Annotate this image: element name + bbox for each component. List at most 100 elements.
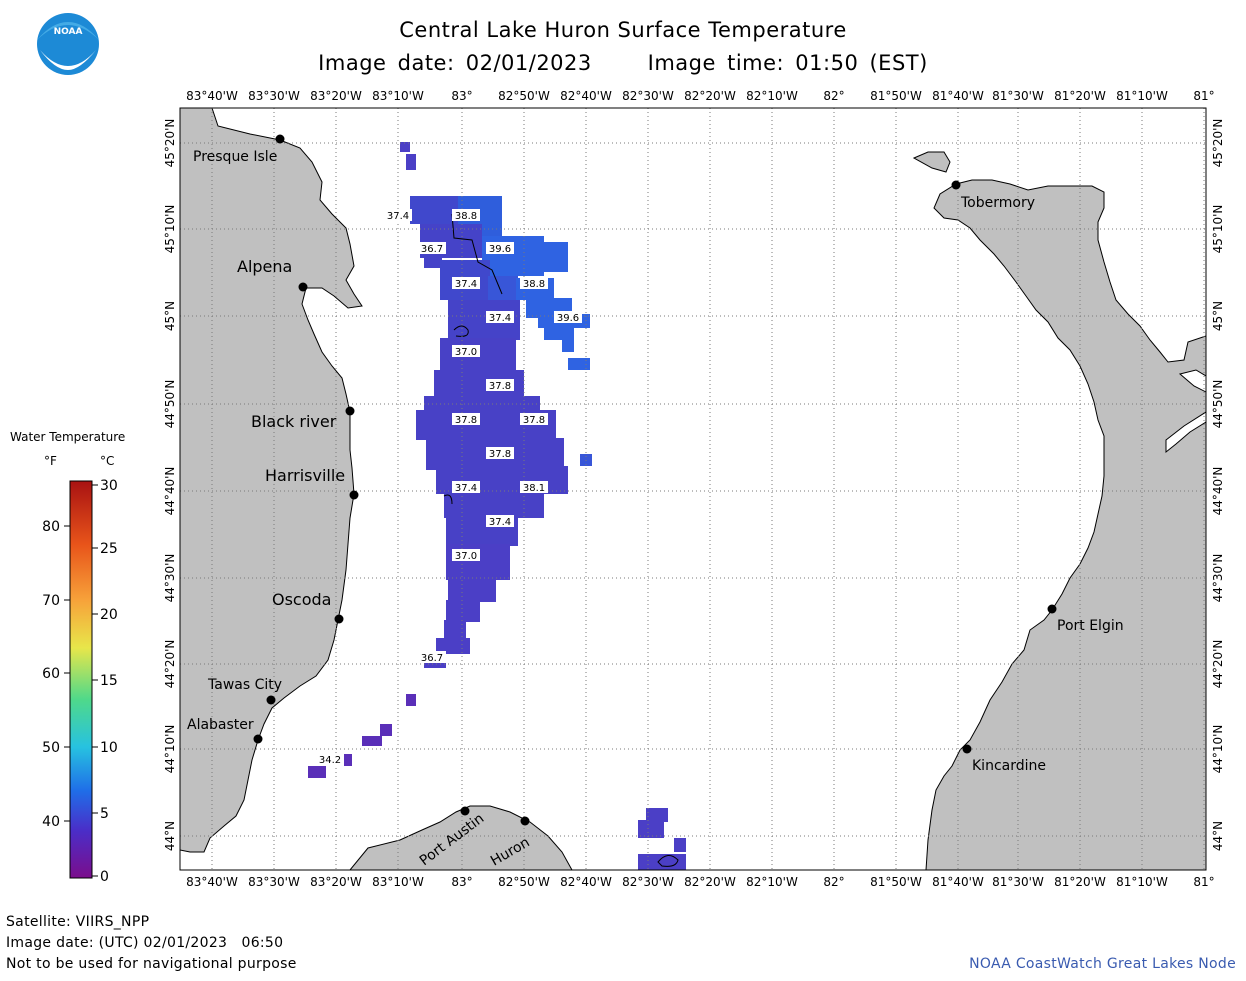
temp-label-7: 39.6 [557, 313, 579, 324]
bottom-lon-tick-1: 83°30'W [248, 875, 300, 889]
bottom-lon-tick-0: 83°40'W [186, 875, 238, 889]
label-tawas-city: Tawas City [207, 677, 282, 693]
legend-c-tick-5: 5 [100, 806, 109, 822]
city-dot-black-river [345, 406, 355, 416]
top-lon-tick-13: 81°30'W [992, 89, 1044, 103]
right-lat-tick-5: 44°30'N [1211, 554, 1225, 603]
footer-disclaimer: Not to be used for navigational purpose [6, 956, 297, 972]
right-lat-tick-8: 44°N [1211, 821, 1225, 851]
bottom-lon-tick-7: 82°30'W [622, 875, 674, 889]
legend-f-tick-4: 40 [42, 814, 60, 830]
footer-satellite: Satellite: VIIRS_NPP [6, 914, 150, 930]
top-lon-tick-16: 81° [1193, 89, 1214, 103]
top-lon-tick-1: 83°30'W [248, 89, 300, 103]
top-lon-tick-5: 82°50'W [498, 89, 550, 103]
temp-label-18: 34.2 [319, 755, 341, 766]
bottom-lon-tick-6: 82°40'W [560, 875, 612, 889]
temp-label-16: 37.0 [455, 551, 477, 562]
temp-label-17: 36.7 [421, 653, 443, 664]
temp-label-bg-7 [554, 311, 582, 323]
contour-loop-3 [657, 855, 679, 867]
top-lon-tick-15: 81°10'W [1116, 89, 1168, 103]
temp-label-bg-12 [486, 447, 514, 459]
label-tobermory: Tobermory [960, 195, 1035, 211]
right-lat-tick-4: 44°40'N [1211, 467, 1225, 516]
temp-label-bg-14 [520, 481, 548, 493]
bottom-lon-tick-3: 83°10'W [372, 875, 424, 889]
contour-loop [453, 325, 469, 337]
left-lat-tick-1: 45°10'N [163, 205, 177, 254]
temp-label-bg-5 [520, 277, 548, 289]
top-lon-tick-8: 82°20'W [684, 89, 736, 103]
temp-label-bg-10 [452, 413, 480, 425]
temp-label-bg-11 [520, 413, 548, 425]
legend-c-tick-2: 20 [100, 607, 118, 623]
temp-label-bg-2 [418, 242, 446, 254]
temp-label-3: 39.6 [489, 244, 511, 255]
temp-label-bg-8 [452, 345, 480, 357]
temp-label-15: 37.4 [489, 517, 511, 528]
city-dot-huron [520, 816, 530, 826]
legend-f-tick-3: 50 [42, 740, 60, 756]
temp-label-12: 37.8 [489, 449, 511, 460]
legend-c-tick-1: 25 [100, 541, 118, 557]
top-lon-tick-9: 82°10'W [746, 89, 798, 103]
legend-c-tick-6: 0 [100, 869, 109, 885]
left-lat-tick-2: 45°N [163, 301, 177, 331]
legend: Water Temperature °F °C 8070605040302520… [10, 430, 125, 885]
map-title: Central Lake Huron Surface Temperature [399, 18, 847, 42]
footer-utc-date: Image date: (UTC) 02/01/2023 06:50 [6, 935, 284, 951]
image-date-time: Image date: 02/01/2023 Image time: 01:50… [0, 51, 1246, 75]
city-dot-oscoda [334, 614, 344, 624]
bottom-lon-tick-9: 82°10'W [746, 875, 798, 889]
land-island [912, 151, 951, 173]
right-lat-tick-6: 44°20'N [1211, 640, 1225, 689]
city-dot-alpena [298, 282, 308, 292]
city-dot-harrisville [349, 490, 359, 500]
image-time-label: Image time: 01:50 (EST) [647, 51, 928, 75]
temp-label-2: 36.7 [421, 244, 443, 255]
bottom-lon-tick-13: 81°30'W [992, 875, 1044, 889]
temp-label-5: 38.8 [523, 279, 545, 290]
right-lat-tick-3: 44°50'N [1211, 380, 1225, 429]
axis-ticks: 83°40'W 83°40'W 83°30'W 83°30'W 83°20'W 83°20… [163, 89, 1225, 889]
temp-label-bg-9 [486, 379, 514, 391]
land-ontario [925, 108, 1206, 870]
image-date-label: Image date: 02/01/2023 [318, 51, 592, 75]
temp-label-11: 37.8 [523, 415, 545, 426]
contour-line [451, 213, 503, 295]
temp-label-8: 37.0 [455, 347, 477, 358]
label-alabaster: Alabaster [187, 717, 254, 733]
label-presque-isle: Presque Isle [193, 149, 277, 165]
top-lon-tick-14: 81°20'W [1054, 89, 1106, 103]
temp-label-bg-3 [486, 242, 514, 254]
top-lon-tick-12: 81°40'W [932, 89, 984, 103]
bottom-lon-tick-8: 82°20'W [684, 875, 736, 889]
bottom-lon-tick-10: 82° [823, 875, 844, 889]
temp-label-bg-18 [316, 753, 344, 765]
left-lat-tick-8: 44°N [163, 821, 177, 851]
top-lon-tick-11: 81°50'W [870, 89, 922, 103]
bottom-lon-tick-12: 81°40'W [932, 875, 984, 889]
label-kincardine: Kincardine [972, 758, 1046, 774]
footer-credit: NOAA CoastWatch Great Lakes Node [969, 956, 1236, 972]
logo-text: NOAA [54, 27, 83, 37]
temp-label-bg-15 [486, 515, 514, 527]
temp-label-bg-1 [452, 209, 480, 221]
left-lat-tick-6: 44°20'N [163, 640, 177, 689]
top-lon-tick-2: 83°20'W [310, 89, 362, 103]
temp-label-bg-16 [452, 549, 480, 561]
legend-unit-c: °C [100, 454, 114, 468]
temp-label-6: 37.4 [489, 313, 511, 324]
legend-f-tick-2: 60 [42, 666, 60, 682]
label-port-elgin: Port Elgin [1057, 618, 1124, 634]
left-lat-tick-7: 44°10'N [163, 725, 177, 774]
temp-label-1: 38.8 [455, 211, 477, 222]
temp-label-13: 37.4 [455, 483, 477, 494]
temp-label-bg-13 [452, 481, 480, 493]
legend-colorbar [69, 480, 93, 879]
label-oscoda: Oscoda [272, 590, 331, 609]
label-black-river: Black river [251, 412, 337, 431]
land-bay-2 [1178, 369, 1206, 393]
